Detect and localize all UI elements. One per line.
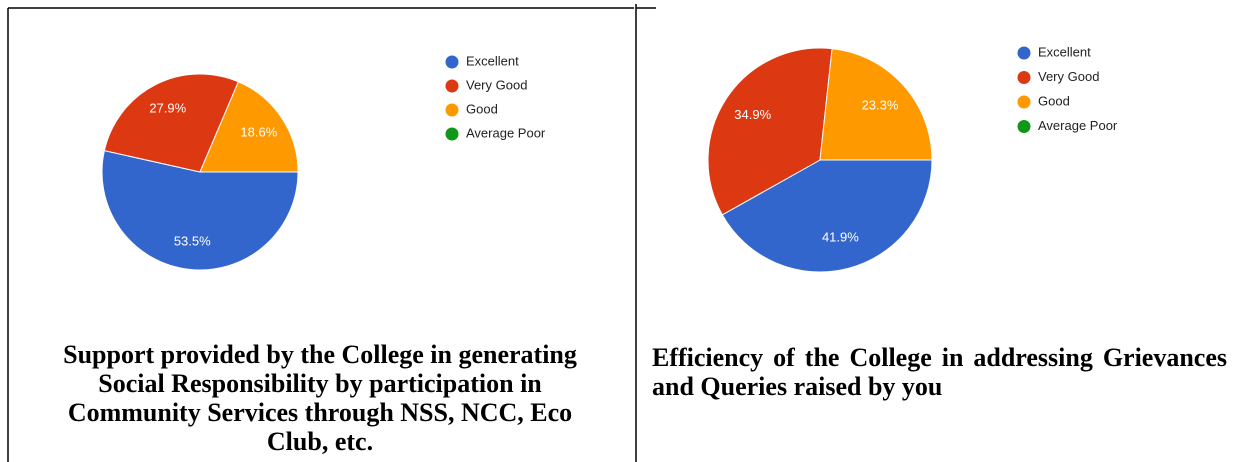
pie-slice xyxy=(721,159,933,273)
slice-label: 41.9% xyxy=(822,229,859,244)
slice-label: 53.5% xyxy=(174,234,211,249)
chart-title: Efficiency of the College in addressing … xyxy=(652,343,1227,401)
pie-slice xyxy=(101,150,299,271)
legend-label: Average Poor xyxy=(1038,118,1118,133)
legend-label: Good xyxy=(1038,93,1070,108)
slice-label: 34.9% xyxy=(734,107,771,122)
slice-label: 18.6% xyxy=(240,125,277,140)
slice-label: 23.3% xyxy=(862,98,899,113)
legend-marker xyxy=(1017,95,1031,109)
legend-label: Very Good xyxy=(1038,69,1099,84)
legend-label: Excellent xyxy=(466,53,519,68)
legend-marker xyxy=(1017,71,1031,84)
pie-slice xyxy=(707,47,833,216)
legend-marker xyxy=(445,103,459,117)
slice-label: 27.9% xyxy=(149,101,186,116)
legend-marker xyxy=(1017,120,1031,133)
legend-label: Excellent xyxy=(1038,44,1091,59)
legend-marker xyxy=(1017,46,1031,60)
pie-slice xyxy=(103,73,240,173)
legend-marker xyxy=(445,79,459,93)
legend-label: Good xyxy=(466,101,498,116)
pie-slice xyxy=(199,81,299,173)
legend-label: Average Poor xyxy=(466,125,546,140)
chart-title: Support provided by the College in gener… xyxy=(63,340,577,456)
pie-slice xyxy=(819,48,933,161)
legend-label: Very Good xyxy=(466,77,527,92)
legend-marker xyxy=(445,127,459,141)
legend-marker xyxy=(445,55,459,69)
